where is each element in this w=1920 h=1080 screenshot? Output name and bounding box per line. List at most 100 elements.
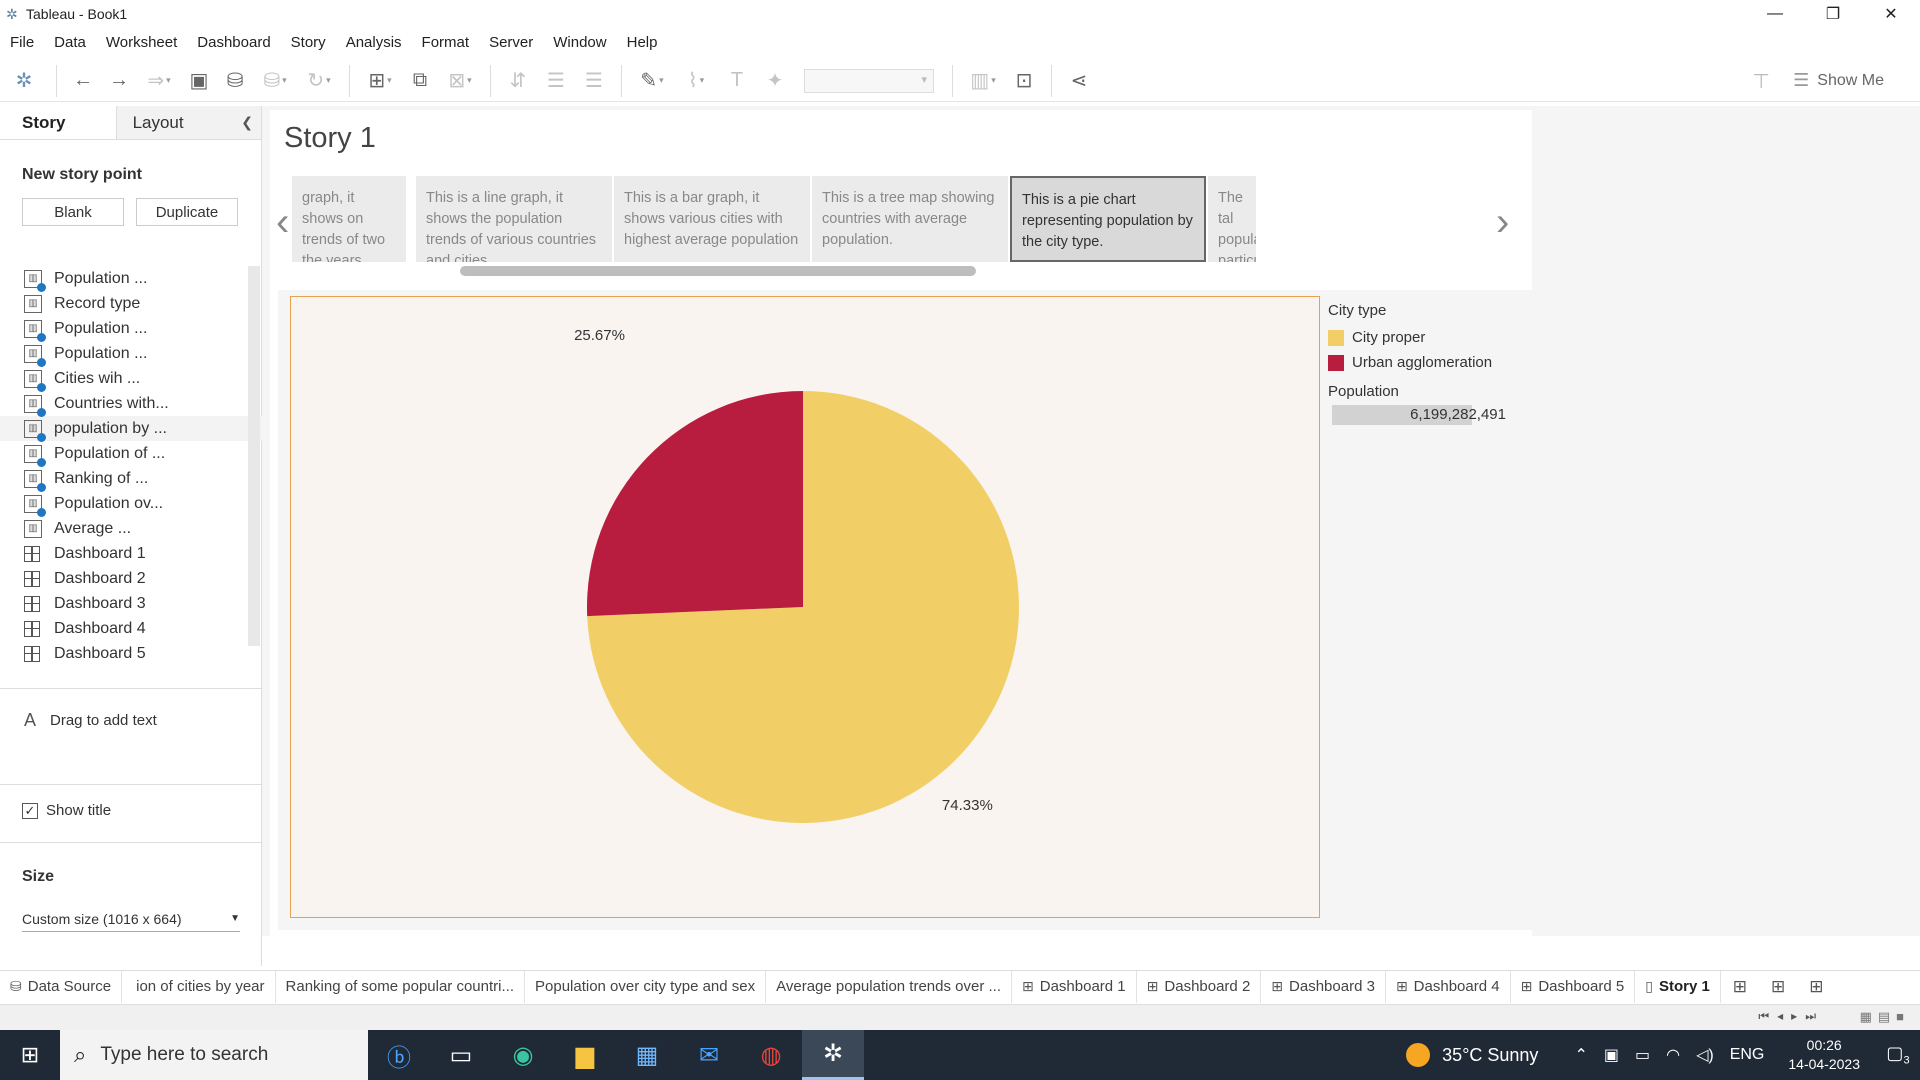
minimize-button[interactable]: — (1767, 5, 1783, 22)
save-icon[interactable]: ▣ (189, 70, 209, 92)
sheet-list-item[interactable]: ▥ Population ... (0, 341, 262, 367)
sheet-list-item[interactable]: ▥ Record type (0, 291, 262, 316)
sheet-tab[interactable]: ion of cities by year (122, 970, 276, 1003)
duplicate-button[interactable]: Duplicate (136, 198, 238, 226)
pie-slice[interactable] (587, 391, 803, 617)
pause-updates-icon[interactable]: ⛁ ▾ (263, 70, 287, 92)
sheet-list-item[interactable]: ▥ Countries with... (0, 391, 262, 417)
story-title[interactable]: Story 1 (284, 122, 376, 154)
meet-now-icon[interactable]: ▣ (1603, 1047, 1619, 1064)
sheet-tab[interactable]: Population over city type and sex (525, 970, 767, 1003)
tableau-logo-icon[interactable]: ✲ (15, 70, 33, 92)
pie-chart-sheet[interactable]: 74.33% 25.67% (290, 296, 1320, 918)
story-point-caption[interactable]: This is a bar graph, it shows various ci… (614, 176, 810, 262)
sheet-list-item[interactable]: ▥ Average ... (0, 516, 262, 541)
sheet-tab[interactable]: ⊞ Dashboard 2 (1137, 970, 1262, 1003)
bing-icon[interactable]: ⓑ (387, 1044, 411, 1072)
microsoft-store-icon[interactable]: ▦ (635, 1041, 659, 1069)
sheet-list-item[interactable]: ▥ Population ... (0, 316, 262, 342)
tab-layout[interactable]: Layout ❮ (115, 106, 261, 139)
clear-sheet-icon[interactable]: ⊠ ▾ (448, 70, 472, 92)
volume-icon[interactable]: ◁) (1696, 1047, 1714, 1064)
task-view-icon[interactable]: ▭ (449, 1041, 473, 1069)
wifi-icon[interactable]: ◠ (1666, 1047, 1681, 1064)
menu-format[interactable]: Format (421, 33, 470, 51)
clock[interactable]: 00:26 14-04-2023 (1788, 1036, 1860, 1074)
redo-icon[interactable]: → (109, 69, 129, 91)
story-navigator-scrollbar[interactable] (460, 266, 976, 276)
sheet-list-scrollbar[interactable] (248, 266, 260, 646)
replay-icon[interactable]: ⇒ ▾ (147, 70, 171, 92)
new-data-source-icon[interactable]: ⛁ (226, 70, 244, 92)
notifications-icon[interactable]: ▢3 (1886, 1043, 1910, 1067)
sheet-tab[interactable]: ⊞ Dashboard 3 (1261, 970, 1386, 1003)
sheet-list-item[interactable]: ▥ population by ... (0, 416, 262, 442)
sheet-tab[interactable]: ⊞ Dashboard 5 (1511, 970, 1636, 1003)
population-filter-bar[interactable]: 6,199,282,491 (1328, 404, 1508, 426)
taskbar-search[interactable]: ⌕ Type here to search (60, 1030, 368, 1080)
legend-item[interactable]: City proper (1328, 325, 1528, 350)
blank-button[interactable]: Blank (22, 198, 124, 226)
sheet-tab[interactable]: ⊞ Dashboard 4 (1386, 970, 1511, 1003)
format-paint-icon[interactable]: ⊤ (1752, 71, 1770, 93)
language-indicator[interactable]: ENG (1729, 1046, 1765, 1063)
new-dashboard-tab-icon[interactable]: ⊞ (1771, 976, 1786, 996)
undo-icon[interactable]: ← (73, 69, 93, 91)
restore-button[interactable]: ❐ (1825, 6, 1841, 23)
sheet-list-item[interactable]: ▥ Population ... (0, 266, 262, 292)
menu-data[interactable]: Data (54, 33, 86, 51)
refresh-icon[interactable]: ↻ ▾ (307, 70, 331, 92)
swap-axes-icon[interactable]: ⇵ (509, 70, 527, 92)
legend-item[interactable]: Urban agglomeration (1328, 350, 1528, 375)
sheet-list-item[interactable]: Dashboard 2 (0, 566, 262, 591)
story-point-caption[interactable]: This is a line graph, it shows the popul… (416, 176, 612, 262)
close-button[interactable]: ✕ (1884, 6, 1898, 23)
new-story-tab-icon[interactable]: ⊞ (1809, 976, 1824, 996)
presentation-mode-icon[interactable]: ⊡ (1015, 70, 1033, 92)
show-me-button[interactable]: ☰ Show Me (1793, 70, 1884, 91)
story-point-caption[interactable]: This is a tree map showing countries wit… (812, 176, 1008, 262)
sheet-tab[interactable]: ⊞ Dashboard 1 (1012, 970, 1137, 1003)
sheet-tab[interactable]: ⛁ Data Source (0, 970, 123, 1003)
menu-file[interactable]: File (10, 33, 35, 51)
story-point-caption[interactable]: The tal popula particu (1208, 176, 1256, 262)
fix-axes-icon[interactable]: ✦ (766, 70, 784, 92)
group-members-icon[interactable]: ⌇ ▾ (687, 70, 705, 92)
story-point-caption[interactable]: This is a pie chart representing populat… (1010, 176, 1206, 262)
tab-story[interactable]: Story (22, 112, 66, 132)
duplicate-sheet-icon[interactable]: ⧉ (412, 69, 428, 91)
share-icon[interactable]: ⋖ (1070, 70, 1088, 92)
sheet-tab[interactable]: ▯ Story 1 (1635, 970, 1721, 1003)
previous-story-point-icon[interactable]: ‹ (276, 200, 290, 244)
sheet-tab[interactable]: Average population trends over ... (766, 970, 1013, 1003)
menu-window[interactable]: Window (553, 33, 607, 51)
chevron-up-icon[interactable]: ⌃ (1574, 1047, 1588, 1064)
menu-server[interactable]: Server (489, 33, 534, 51)
tableau-taskbar-icon[interactable]: ✲ (802, 1030, 864, 1080)
windows-start-icon[interactable]: ⊞ (20, 1042, 40, 1067)
show-mark-labels-icon[interactable]: T (730, 69, 744, 91)
menu-dashboard[interactable]: Dashboard (197, 33, 271, 51)
sort-descending-icon[interactable]: ☰ (585, 70, 603, 92)
battery-icon[interactable]: ▭ (1634, 1047, 1651, 1064)
highlight-icon[interactable]: ✎ ▾ (640, 70, 664, 92)
new-worksheet-icon[interactable]: ⊞ ▾ (368, 70, 392, 92)
pie-slice[interactable] (587, 391, 1020, 823)
sheet-list-item[interactable]: Dashboard 1 (0, 541, 262, 566)
story-point-caption[interactable]: graph, it shows on trends of two the yea… (292, 176, 406, 262)
sheet-list-item[interactable]: ▥ Population ov... (0, 491, 262, 517)
view-mode-icons[interactable]: ▦▤■ (1859, 1009, 1910, 1024)
collapse-pane-icon[interactable]: ❮ (241, 114, 253, 130)
show-cards-icon[interactable]: ▥ ▾ (970, 70, 996, 92)
menu-worksheet[interactable]: Worksheet (105, 33, 178, 51)
sort-ascending-icon[interactable]: ☰ (547, 70, 565, 92)
mail-icon[interactable]: ✉ (698, 1041, 720, 1069)
menu-analysis[interactable]: Analysis (345, 33, 402, 51)
sheet-list-item[interactable]: Dashboard 5 (0, 641, 262, 666)
fit-dropdown[interactable] (804, 68, 934, 93)
sheet-tab[interactable]: Ranking of some popular countri... (276, 970, 525, 1003)
sheet-list-item[interactable]: ▥ Population of ... (0, 441, 262, 467)
file-explorer-icon[interactable]: ▆ (575, 1041, 595, 1069)
edge-browser-icon[interactable]: ◉ (512, 1041, 534, 1069)
sheet-list-item[interactable]: Dashboard 4 (0, 616, 262, 641)
